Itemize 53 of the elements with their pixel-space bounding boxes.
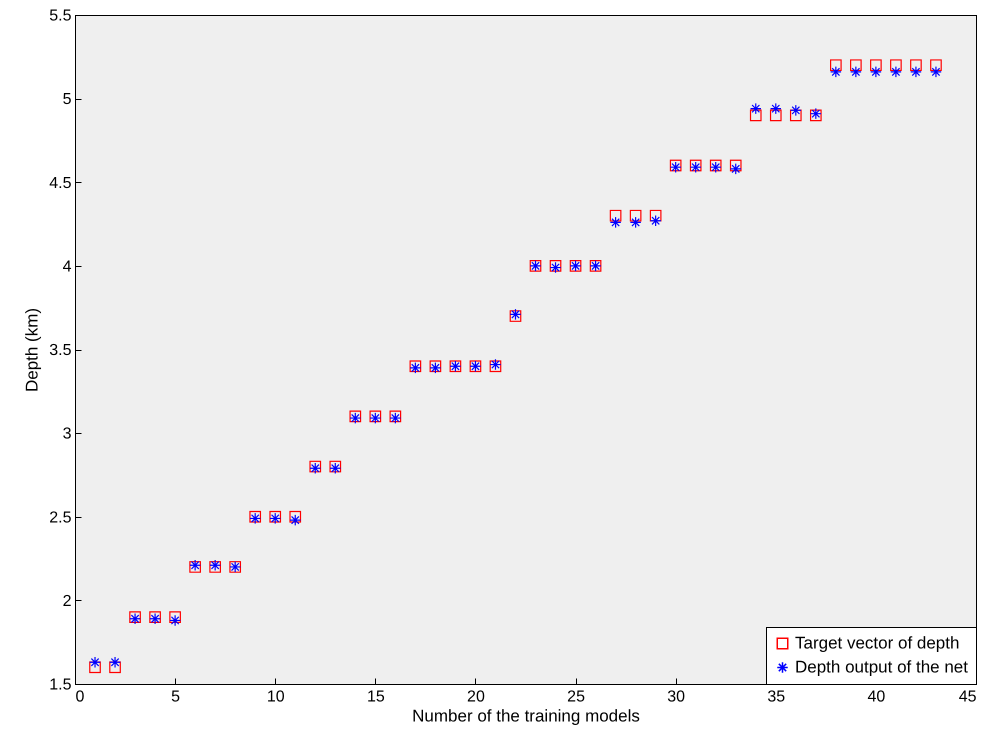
point — [790, 104, 802, 116]
x-tick-label: 45 — [958, 688, 977, 706]
y-tick-label: 5.5 — [49, 8, 72, 24]
point — [610, 216, 622, 228]
point — [289, 514, 302, 526]
point — [910, 66, 922, 78]
point — [750, 110, 762, 122]
y-tick-label: 2.5 — [49, 509, 72, 526]
point — [930, 59, 942, 72]
point — [630, 216, 642, 228]
y-tick-label: 3.5 — [49, 342, 72, 359]
point — [730, 163, 742, 175]
x-tick-label: 20 — [467, 688, 485, 706]
point — [770, 102, 782, 115]
x-tick-label: 25 — [567, 688, 586, 706]
x-tick-label: 40 — [867, 688, 886, 706]
y-tick-label: 4 — [62, 258, 72, 276]
y-tick-label: 3 — [62, 426, 72, 443]
y-tick-label: 1.5 — [49, 676, 72, 694]
y-tick-label: 2 — [62, 592, 72, 610]
point — [850, 59, 862, 72]
point — [109, 656, 121, 668]
point — [770, 110, 782, 122]
x-axis-title: Number of the training models — [412, 706, 640, 726]
point — [750, 102, 762, 115]
point — [610, 210, 622, 222]
point — [830, 59, 842, 72]
point — [730, 160, 742, 172]
point — [89, 656, 101, 668]
x-tick-label: 10 — [266, 688, 285, 706]
point — [169, 611, 181, 623]
x-tick-label: 5 — [171, 688, 180, 706]
point — [910, 59, 922, 72]
y-axis-title: Depth (km) — [22, 308, 42, 392]
point — [630, 210, 642, 222]
y-tick-label: 5 — [62, 91, 72, 108]
point — [850, 66, 862, 78]
x-tick-label: 15 — [366, 688, 385, 706]
point — [870, 59, 882, 72]
x-tick-label: 0 — [76, 688, 84, 706]
point — [930, 66, 942, 78]
legend-label: Depth output of the net — [795, 658, 968, 676]
point — [830, 66, 842, 78]
legend-label: Target vector of depth — [795, 634, 960, 652]
point — [870, 66, 882, 78]
point — [289, 510, 302, 523]
point — [169, 614, 181, 626]
point — [890, 59, 902, 72]
x-tick-label: 35 — [767, 688, 786, 706]
x-tick-label: 30 — [667, 688, 686, 706]
point — [890, 66, 902, 78]
point — [650, 214, 662, 227]
y-tick-label: 4.5 — [49, 174, 72, 192]
